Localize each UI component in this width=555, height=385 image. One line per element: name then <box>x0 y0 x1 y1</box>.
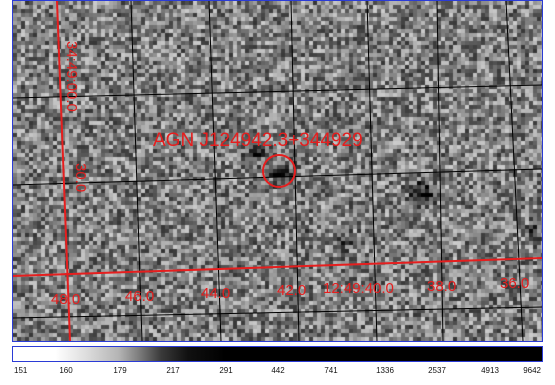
grid-line-dec <box>13 168 542 186</box>
colorbar-tick-label: 179 <box>113 366 127 375</box>
ra-label: 38.0 <box>427 278 456 295</box>
colorbar-tick-label: 151 <box>14 366 28 375</box>
grid-line-ra <box>208 1 222 341</box>
colorbar-tick-label: 291 <box>219 366 233 375</box>
sky-image-frame: AGN J124942.3+344929 48.0 46.0 44.0 42.0… <box>12 0 543 342</box>
grid-line-ra <box>505 1 524 341</box>
target-marker-circle <box>262 154 296 188</box>
colorbar: 151 160 179 217 291 442 741 1336 2537 49… <box>12 346 543 385</box>
colorbar-tick-label: 4913 <box>481 366 499 375</box>
ra-axis-line <box>13 257 542 277</box>
ra-label: 42.0 <box>277 282 306 299</box>
colorbar-tick-label: 741 <box>324 366 338 375</box>
colorbar-tick-labels: 151 160 179 217 291 442 741 1336 2537 49… <box>12 364 543 382</box>
sky-image <box>13 1 542 341</box>
ra-label: 46.0 <box>125 288 154 305</box>
ra-tick-labels: 48.0 46.0 44.0 42.0 12:49:40.0 38.0 36.0 <box>51 275 529 308</box>
grid-line-ra <box>436 1 444 341</box>
dec-label: 30.0 <box>72 163 89 192</box>
colorbar-tick-label: 160 <box>59 366 73 375</box>
ra-label: 36.0 <box>500 275 529 292</box>
grid-line-ra <box>130 1 143 341</box>
colorbar-gradient <box>12 346 543 362</box>
coordinate-overlay: AGN J124942.3+344929 48.0 46.0 44.0 42.0… <box>13 1 542 341</box>
grid-line-dec <box>13 306 542 319</box>
grid-line-dec <box>13 84 542 99</box>
dec-tick-labels: 34:49:00.0 30.0 <box>63 41 89 192</box>
red-axes <box>13 1 542 341</box>
grid-line-ra <box>366 1 378 341</box>
colorbar-tick-label: 442 <box>271 366 285 375</box>
colorbar-tick-label: 9642 <box>523 366 541 375</box>
target-label: AGN J124942.3+344929 <box>153 130 363 151</box>
ra-label: 44.0 <box>201 285 230 302</box>
dec-axis-line <box>56 1 71 341</box>
colorbar-tick-label: 2537 <box>428 366 446 375</box>
ra-label: 48.0 <box>51 291 80 308</box>
colorbar-tick-label: 1336 <box>376 366 394 375</box>
ra-label: 12:49:40.0 <box>323 280 394 297</box>
dec-label: 34:49:00.0 <box>63 41 80 112</box>
colorbar-tick-label: 217 <box>166 366 180 375</box>
